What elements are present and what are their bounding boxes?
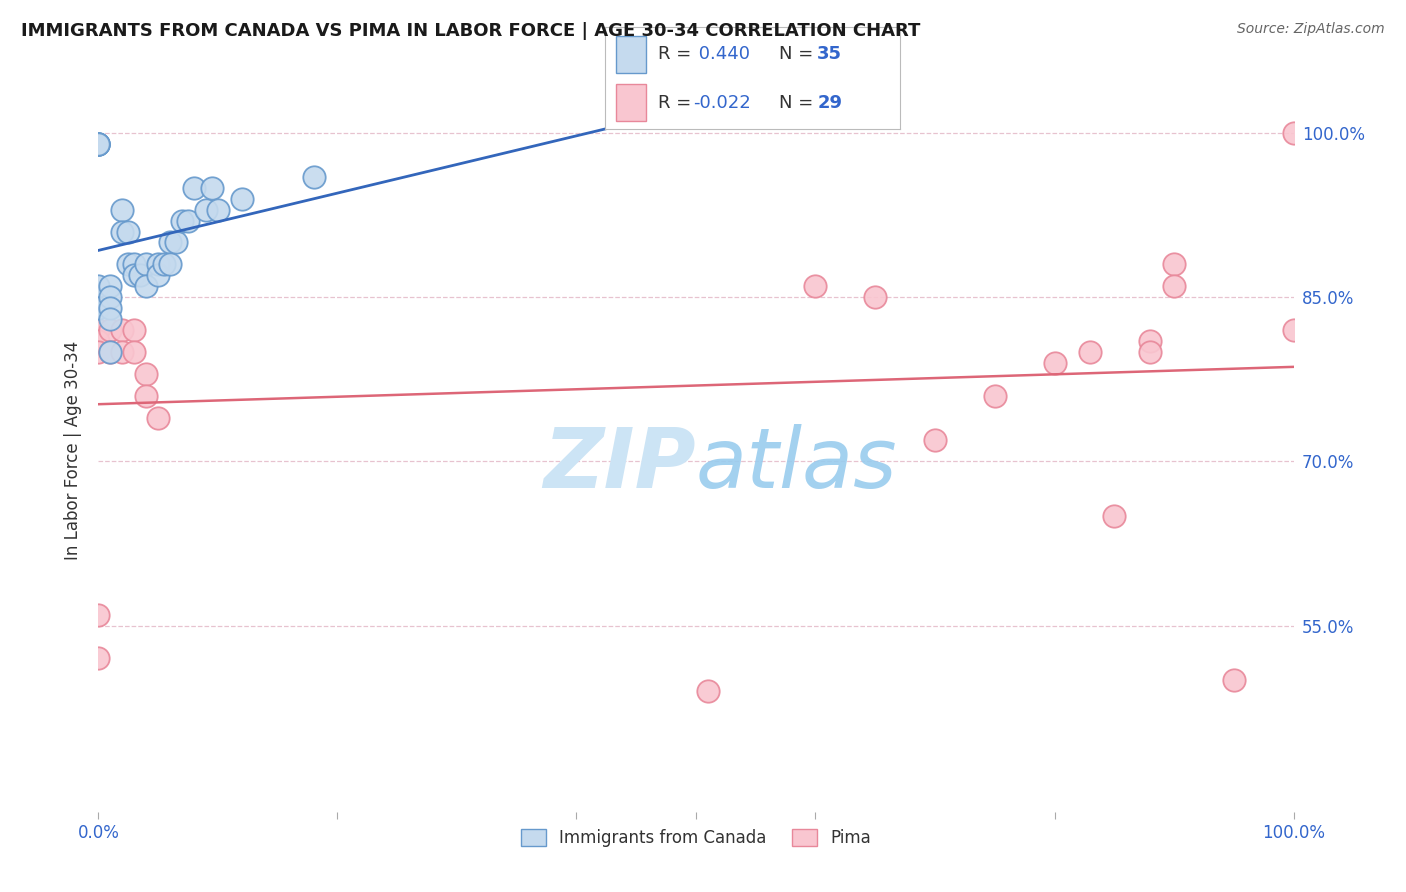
Point	[135, 257, 157, 271]
Text: N =: N =	[779, 94, 818, 112]
Point	[124, 345, 146, 359]
FancyBboxPatch shape	[616, 36, 645, 73]
Point	[1163, 257, 1185, 271]
Point	[98, 323, 122, 337]
Text: 35: 35	[817, 45, 842, 63]
Point	[697, 684, 720, 698]
Text: N =: N =	[779, 45, 818, 63]
Point	[135, 389, 157, 403]
Point	[111, 202, 134, 217]
Point	[195, 202, 218, 217]
Legend: Immigrants from Canada, Pima: Immigrants from Canada, Pima	[515, 822, 877, 854]
Point	[984, 389, 1007, 403]
Point	[87, 323, 110, 337]
Point	[117, 257, 139, 271]
Point	[87, 345, 110, 359]
Point	[159, 257, 181, 271]
Point	[1282, 323, 1305, 337]
Text: 29: 29	[817, 94, 842, 112]
Point	[1223, 673, 1246, 688]
Point	[231, 192, 253, 206]
Text: atlas: atlas	[696, 425, 897, 506]
Point	[98, 312, 122, 326]
Point	[207, 202, 229, 217]
Point	[87, 136, 110, 151]
Point	[804, 279, 827, 293]
Point	[1163, 279, 1185, 293]
Point	[87, 136, 110, 151]
Point	[172, 213, 194, 227]
Text: ZIP: ZIP	[543, 425, 696, 506]
Point	[98, 345, 122, 359]
Point	[87, 279, 110, 293]
Point	[1080, 345, 1102, 359]
Point	[183, 180, 205, 194]
Point	[165, 235, 187, 250]
Point	[87, 607, 110, 622]
FancyBboxPatch shape	[616, 84, 645, 121]
Point	[111, 225, 134, 239]
Point	[87, 136, 110, 151]
Point	[1139, 334, 1161, 348]
Text: IMMIGRANTS FROM CANADA VS PIMA IN LABOR FORCE | AGE 30-34 CORRELATION CHART: IMMIGRANTS FROM CANADA VS PIMA IN LABOR …	[21, 22, 921, 40]
Point	[302, 169, 325, 184]
Point	[129, 268, 152, 283]
Point	[153, 257, 176, 271]
Point	[148, 268, 170, 283]
Point	[87, 651, 110, 665]
Point	[124, 257, 146, 271]
Point	[1104, 509, 1126, 524]
Point	[98, 345, 122, 359]
Point	[87, 301, 110, 315]
Point	[924, 433, 946, 447]
Text: R =: R =	[658, 45, 697, 63]
Point	[124, 268, 146, 283]
Point	[1282, 126, 1305, 140]
Point	[148, 410, 170, 425]
Point	[1139, 345, 1161, 359]
Point	[87, 136, 110, 151]
Text: 0.440: 0.440	[693, 45, 751, 63]
Point	[177, 213, 200, 227]
Point	[111, 323, 134, 337]
Point	[865, 290, 887, 304]
Y-axis label: In Labor Force | Age 30-34: In Labor Force | Age 30-34	[63, 341, 82, 560]
Point	[135, 367, 157, 381]
Point	[135, 279, 157, 293]
Point	[201, 180, 224, 194]
Point	[117, 225, 139, 239]
Point	[124, 323, 146, 337]
Point	[98, 290, 122, 304]
Text: R =: R =	[658, 94, 697, 112]
Point	[1043, 356, 1066, 370]
Point	[98, 279, 122, 293]
Point	[87, 136, 110, 151]
Point	[159, 235, 181, 250]
Point	[87, 334, 110, 348]
Text: -0.022: -0.022	[693, 94, 751, 112]
Point	[111, 345, 134, 359]
Point	[148, 257, 170, 271]
Text: Source: ZipAtlas.com: Source: ZipAtlas.com	[1237, 22, 1385, 37]
Point	[98, 301, 122, 315]
